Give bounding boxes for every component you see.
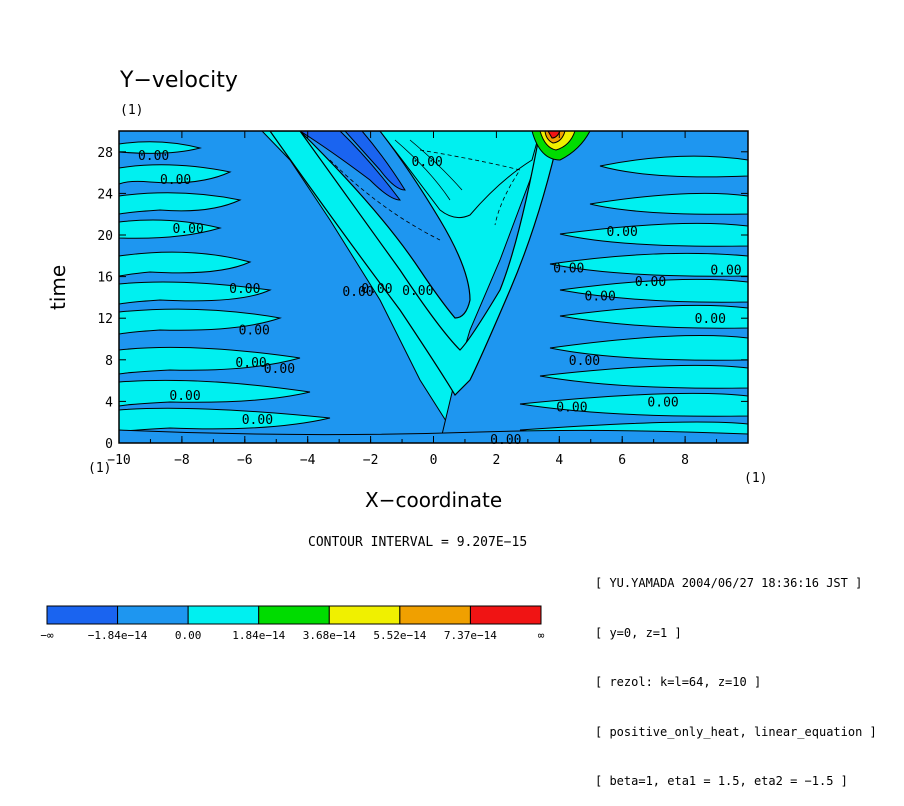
contour-label: 0.00 xyxy=(553,261,584,276)
info-line: [ YU.YAMADA 2004/06/27 18:36:16 JST ] xyxy=(595,576,863,590)
contour-label: 0.00 xyxy=(342,285,373,300)
contour-label: 0.00 xyxy=(169,389,200,404)
colorbar-label: 5.52e−14 xyxy=(373,629,426,642)
contour-label: 0.00 xyxy=(160,173,191,188)
y-tick-label: 28 xyxy=(97,146,113,161)
contour-label: 0.00 xyxy=(695,312,726,327)
contour-labels: 0.000.000.000.000.000.000.000.000.000.00… xyxy=(138,149,742,448)
y-tick-label: 24 xyxy=(97,187,113,202)
contour-label: 0.00 xyxy=(556,401,587,416)
info-line: [ rezol: k=l=64, z=10 ] xyxy=(595,675,762,689)
x-tick-label: −2 xyxy=(363,453,379,468)
colorbar-label: 7.37e−14 xyxy=(444,629,497,642)
negative-streak xyxy=(299,131,402,201)
v-front-core xyxy=(299,131,471,319)
colorbar-swatch xyxy=(328,605,401,625)
contour-label: 0.00 xyxy=(361,282,392,297)
x-tick-label: 8 xyxy=(681,453,689,468)
colorbar-swatch xyxy=(187,605,260,625)
contour-fields xyxy=(119,131,748,443)
contour-label: 0.00 xyxy=(242,413,273,428)
contour-label: 0.00 xyxy=(569,354,600,369)
x-tick-label: 2 xyxy=(492,453,500,468)
contour-label: 0.00 xyxy=(264,362,295,377)
y-axis-ticks: 0 4 8 12 16 20 24 28 xyxy=(97,146,748,452)
contour-label: 0.00 xyxy=(229,282,260,297)
colorbar-label: 3.68e−14 xyxy=(303,629,356,642)
contour-label: 0.00 xyxy=(173,222,204,237)
info-line: [ y=0, z=1 ] xyxy=(595,625,682,640)
y-tick-label: 12 xyxy=(97,312,113,327)
y-tick-label: 20 xyxy=(97,229,113,244)
colorbar-label: −∞ xyxy=(40,629,54,642)
y-tick-label: 0 xyxy=(105,437,113,452)
x-tick-label: −10 xyxy=(107,453,130,468)
dashed-contours xyxy=(329,149,521,241)
colorbar-label: −1.84e−14 xyxy=(88,629,148,642)
y-tick-label: 16 xyxy=(97,271,113,286)
colorbar-swatch xyxy=(399,605,471,625)
colorbar-swatch xyxy=(46,605,119,625)
chart-title: Y−velocity xyxy=(120,68,238,93)
colorbar-label: ∞ xyxy=(538,629,545,642)
x-tick-label: −6 xyxy=(237,453,253,468)
x-tick-label: 6 xyxy=(618,453,626,468)
contour-label: 0.00 xyxy=(710,263,741,278)
contour-label: 0.00 xyxy=(635,275,666,290)
upper-band xyxy=(379,131,541,219)
positive-peak xyxy=(531,131,591,161)
contour-label: 0.00 xyxy=(490,433,521,448)
x-axis-ticks: −10 −8 −6 −4 −2 0 2 4 6 8 xyxy=(107,131,749,468)
negative-streak-2 xyxy=(344,131,406,191)
contour-label: 0.00 xyxy=(607,225,638,240)
contour-label: 0.00 xyxy=(402,284,433,299)
x-tick-label: 0 xyxy=(430,453,438,468)
info-line: [ beta=1, eta1 = 1.5, eta2 = −1.5 ] xyxy=(595,774,848,788)
y-axis-label: time xyxy=(46,264,70,310)
run-info: [ YU.YAMADA 2004/06/27 18:36:16 JST ] [ … xyxy=(595,542,877,806)
y-unit-label: (1) xyxy=(88,461,112,476)
x-axis-label: X−coordinate xyxy=(365,488,503,512)
colorbar-swatch xyxy=(117,605,189,625)
chart-subtitle: (1) xyxy=(120,103,144,118)
contour-label: 0.00 xyxy=(412,155,443,170)
x-tick-label: −8 xyxy=(174,453,190,468)
colorbar: −∞ −1.84e−14 0.00 1.84e−14 3.68e−14 5.52e−14 7… xyxy=(40,605,545,642)
x-tick-label: −4 xyxy=(300,453,316,468)
solid-contours xyxy=(394,139,463,201)
contour-label: 0.00 xyxy=(138,149,169,164)
contour-interval: CONTOUR INTERVAL = 9.207E−15 xyxy=(308,535,528,550)
y-tick-label: 8 xyxy=(105,354,113,369)
contour-label: 0.00 xyxy=(647,395,678,410)
colorbar-swatch xyxy=(258,605,330,625)
info-line: [ positive_only_heat, linear_equation ] xyxy=(595,724,877,739)
contour-label: 0.00 xyxy=(235,356,266,371)
left-noise-streaks xyxy=(119,141,331,433)
x-tick-label: 4 xyxy=(555,453,563,468)
colorbar-label: 1.84e−14 xyxy=(232,629,285,642)
colorbar-label: 0.00 xyxy=(175,629,202,642)
y-tick-label: 4 xyxy=(105,395,113,410)
contour-label: 0.00 xyxy=(585,289,616,304)
x-unit-label: (1) xyxy=(744,471,768,486)
contour-label: 0.00 xyxy=(239,324,270,339)
colorbar-swatch xyxy=(469,605,542,625)
